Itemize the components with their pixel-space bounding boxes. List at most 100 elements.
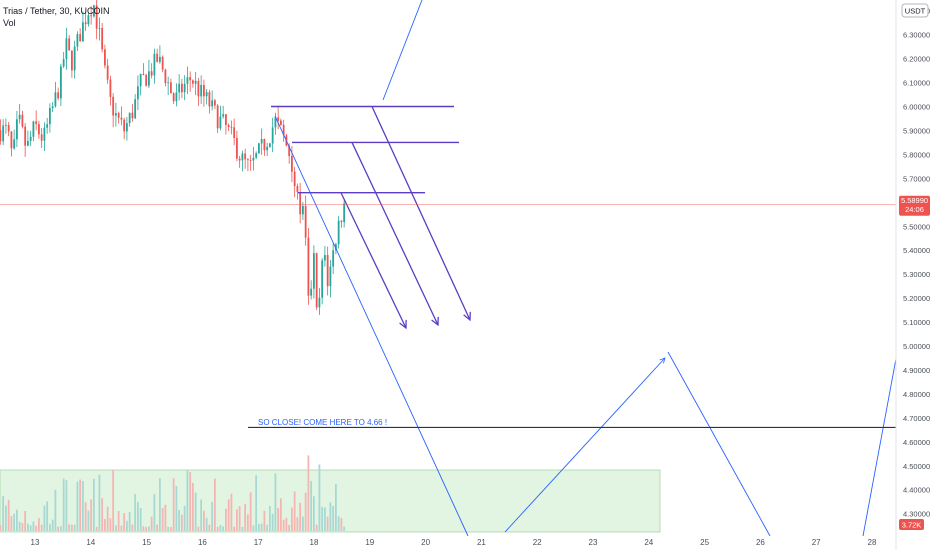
volume-bar <box>241 526 244 531</box>
candle-body <box>263 138 266 151</box>
currency-badge[interactable] <box>901 3 929 18</box>
y-tick-label: 5.20000 <box>903 294 930 303</box>
y-tick-label: 6.00000 <box>903 103 930 112</box>
volume-bar <box>16 509 18 531</box>
candle-body <box>10 131 13 149</box>
volume-bar <box>249 492 252 531</box>
volume-bar <box>117 510 120 531</box>
volume-bar <box>60 526 62 531</box>
volume-bar <box>200 499 203 531</box>
candle-body <box>112 96 115 116</box>
y-tick-label: 5.00000 <box>903 342 930 351</box>
candle-body <box>175 92 178 102</box>
candle-body <box>313 253 315 289</box>
candle-body <box>233 127 236 139</box>
candle-body <box>0 130 2 142</box>
volume-bar <box>291 507 293 531</box>
candle-body <box>5 124 7 126</box>
volume-bar <box>208 524 211 531</box>
candle-body <box>211 100 214 107</box>
volume-bar <box>51 519 54 531</box>
volume-bar <box>126 520 128 531</box>
candle-body <box>189 77 192 81</box>
candle-body <box>326 255 329 287</box>
x-tick-label: 24 <box>644 538 653 547</box>
volume-bar <box>120 525 123 531</box>
volume-bar <box>13 513 16 531</box>
volume-bar <box>18 521 21 531</box>
volume-indicator-label[interactable]: Vol <box>3 18 16 28</box>
candle-body <box>252 157 255 161</box>
candle-body <box>126 123 128 132</box>
candle-body <box>260 138 263 144</box>
y-tick-label: 5.30000 <box>903 270 930 279</box>
x-tick-label: 18 <box>310 538 319 547</box>
candle-body <box>109 79 112 97</box>
x-tick-label: 28 <box>868 538 877 547</box>
candle-body <box>293 171 296 187</box>
volume-bar <box>57 526 60 531</box>
symbol-title[interactable]: Trias / Tether, 30, KUCOIN <box>3 6 110 16</box>
volume-bar <box>153 493 156 531</box>
volume-tag: 3.72K <box>899 519 924 530</box>
candle-body <box>277 117 280 121</box>
candle-body <box>315 253 318 308</box>
candle-body <box>71 50 73 71</box>
candle-body <box>291 156 293 172</box>
volume-bar <box>282 519 285 531</box>
last-price-value: 5.58990 <box>901 196 928 205</box>
candle-body <box>68 38 71 51</box>
candle-body <box>225 114 227 125</box>
candle-body <box>27 141 29 146</box>
candle-body <box>269 143 271 147</box>
candle-body <box>62 59 65 67</box>
candle-body <box>117 113 120 118</box>
volume-bar <box>167 526 170 531</box>
x-tick-label: 15 <box>142 538 151 547</box>
volume-bar <box>101 498 104 531</box>
candle-body <box>95 5 98 29</box>
candle-body <box>29 136 32 142</box>
volume-bar <box>159 478 161 531</box>
volume-bar <box>82 480 84 531</box>
candle-body <box>271 127 274 144</box>
candle-body <box>183 83 186 93</box>
candle-body <box>214 100 216 106</box>
volume-bar <box>170 526 172 531</box>
last-price-tag: 5.58990 24:06 <box>899 195 930 216</box>
candle-body <box>274 117 277 128</box>
y-tick-label: 5.50000 <box>903 222 930 231</box>
candle-body <box>46 124 49 128</box>
currency-badge-label: USDT <box>905 7 926 16</box>
y-tick-label: 4.50000 <box>903 462 930 471</box>
candle-body <box>49 108 51 125</box>
volume-bar <box>244 503 247 531</box>
volume-bar <box>10 516 13 531</box>
candle-body <box>335 244 337 251</box>
candle-body <box>159 56 161 62</box>
volume-bar <box>161 507 164 531</box>
x-tick-label: 16 <box>198 538 207 547</box>
candle-body <box>296 186 299 192</box>
volume-bar <box>62 478 65 531</box>
candle-body <box>21 114 24 127</box>
volume-bar <box>321 506 324 531</box>
price-axis[interactable] <box>896 0 932 550</box>
candle-body <box>76 34 79 47</box>
candle-body <box>139 73 142 87</box>
y-tick-label: 4.80000 <box>903 390 930 399</box>
volume-bar <box>164 504 167 531</box>
volume-bar <box>326 516 329 531</box>
annotation-text[interactable]: SO CLOSE! COME HERE TO 4.66 ! <box>258 418 387 427</box>
candle-body <box>236 138 238 159</box>
candle-body <box>181 83 183 93</box>
candle-body <box>258 143 260 154</box>
volume-bar <box>54 489 57 531</box>
candle-body <box>131 112 134 119</box>
volume-bar <box>324 507 326 531</box>
candle-body <box>200 84 203 97</box>
volume-bar <box>271 513 274 531</box>
y-tick-label: 6.20000 <box>903 55 930 64</box>
